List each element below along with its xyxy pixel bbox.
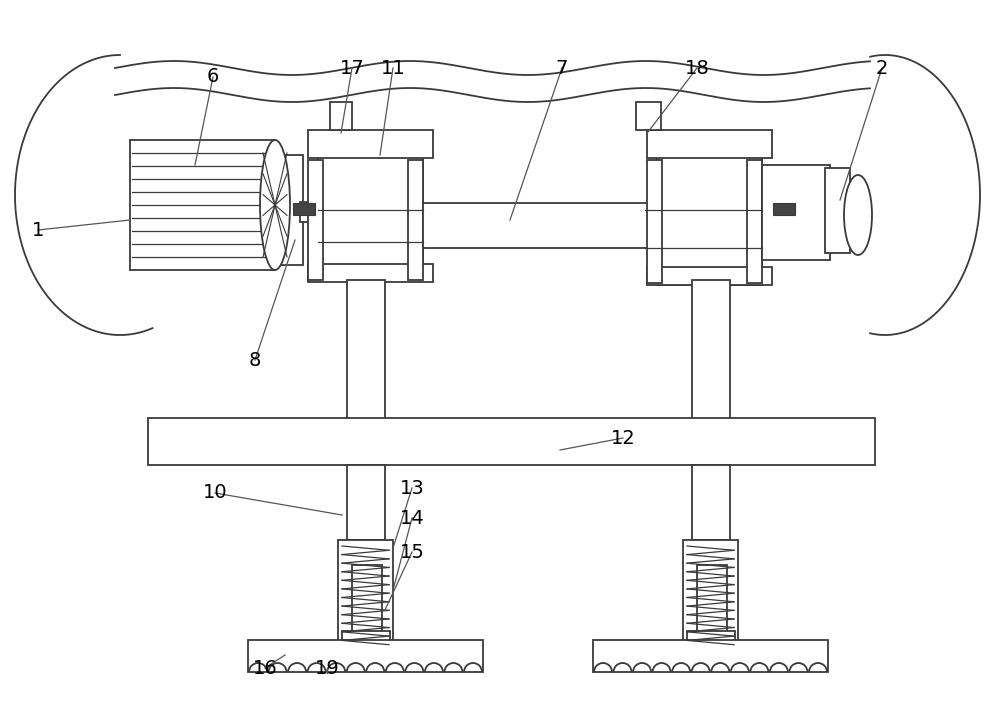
Bar [692, 465, 730, 540]
Text: 6: 6 [207, 68, 219, 87]
Bar [308, 160, 323, 280]
Text: 10: 10 [203, 483, 227, 502]
Text: 2: 2 [876, 58, 888, 78]
Bar [148, 418, 875, 465]
Bar [330, 102, 352, 130]
Bar [408, 160, 423, 280]
Bar [773, 203, 795, 215]
Text: 18: 18 [685, 58, 709, 78]
Text: 12: 12 [611, 428, 635, 448]
Bar [342, 631, 390, 645]
Text: 8: 8 [249, 350, 261, 369]
Bar [338, 540, 393, 655]
Bar [130, 140, 275, 270]
Bar [308, 264, 433, 282]
Bar [352, 565, 382, 635]
Text: 11: 11 [381, 58, 405, 78]
Bar [423, 203, 657, 248]
Text: 13: 13 [400, 478, 424, 497]
Bar [697, 565, 727, 635]
Bar [647, 160, 662, 283]
Bar [300, 202, 318, 222]
Bar [347, 465, 385, 540]
Bar [273, 155, 303, 265]
Text: 15: 15 [400, 542, 424, 561]
Bar [825, 168, 850, 253]
Bar [747, 160, 762, 283]
Bar [248, 640, 483, 672]
Text: 14: 14 [400, 508, 424, 528]
Text: 16: 16 [253, 659, 277, 678]
Bar [683, 540, 738, 655]
Text: 17: 17 [340, 58, 364, 78]
Bar [636, 102, 661, 130]
Bar [293, 203, 315, 215]
Bar [647, 130, 772, 158]
Bar [308, 130, 433, 158]
Bar [593, 640, 828, 672]
Ellipse shape [260, 140, 290, 270]
Ellipse shape [844, 175, 872, 255]
Bar [657, 155, 762, 285]
Bar [687, 631, 735, 645]
Bar [318, 155, 423, 280]
Text: 7: 7 [556, 58, 568, 78]
Bar [692, 280, 730, 420]
Bar [347, 280, 385, 420]
Bar [647, 267, 772, 285]
Text: 19: 19 [315, 659, 339, 678]
Text: 1: 1 [32, 220, 44, 239]
Bar [762, 165, 830, 260]
